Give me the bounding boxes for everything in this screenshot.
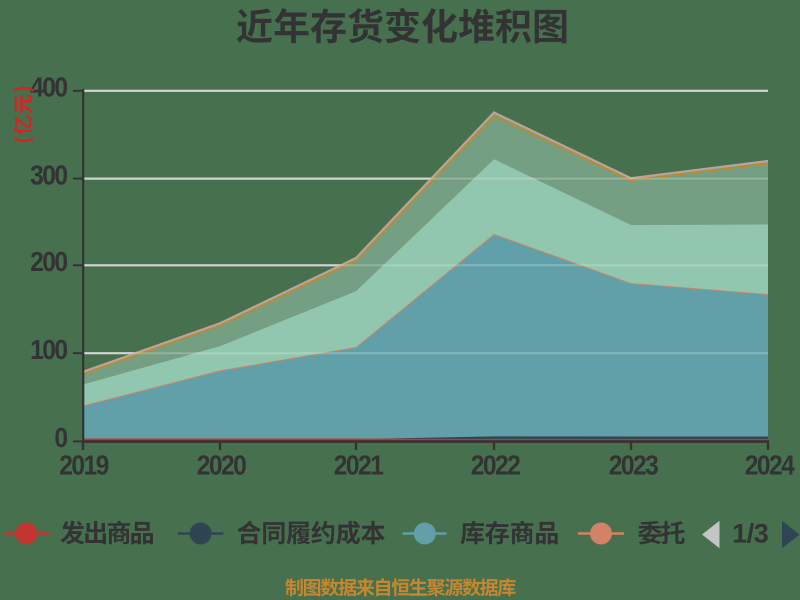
svg-text:300: 300 xyxy=(30,159,67,191)
svg-text:2021: 2021 xyxy=(334,449,383,481)
svg-text:2020: 2020 xyxy=(197,449,246,481)
svg-text:200: 200 xyxy=(30,246,67,278)
svg-text:100: 100 xyxy=(30,334,67,366)
svg-text:2022: 2022 xyxy=(471,449,520,481)
svg-text:0: 0 xyxy=(54,422,67,454)
svg-text:2023: 2023 xyxy=(609,449,658,481)
svg-text:1/3: 1/3 xyxy=(732,519,769,549)
svg-text:2024: 2024 xyxy=(745,449,795,481)
svg-text:2019: 2019 xyxy=(59,449,108,481)
svg-text:400: 400 xyxy=(30,71,67,103)
